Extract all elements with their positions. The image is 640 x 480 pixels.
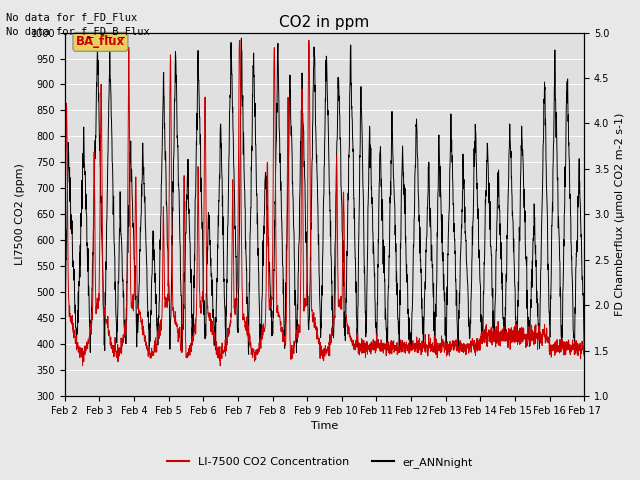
X-axis label: Time: Time [311,421,338,432]
Title: CO2 in ppm: CO2 in ppm [280,15,370,30]
Text: No data for f_FD_Flux: No data for f_FD_Flux [6,12,138,23]
Text: BA_flux: BA_flux [76,36,125,48]
Legend: LI-7500 CO2 Concentration, er_ANNnight: LI-7500 CO2 Concentration, er_ANNnight [163,452,477,472]
Text: No data for f_FD_B_Flux: No data for f_FD_B_Flux [6,26,150,37]
Y-axis label: LI7500 CO2 (ppm): LI7500 CO2 (ppm) [15,163,25,265]
Y-axis label: FD Chamberflux (µmol CO2 m-2 s-1): FD Chamberflux (µmol CO2 m-2 s-1) [615,113,625,316]
